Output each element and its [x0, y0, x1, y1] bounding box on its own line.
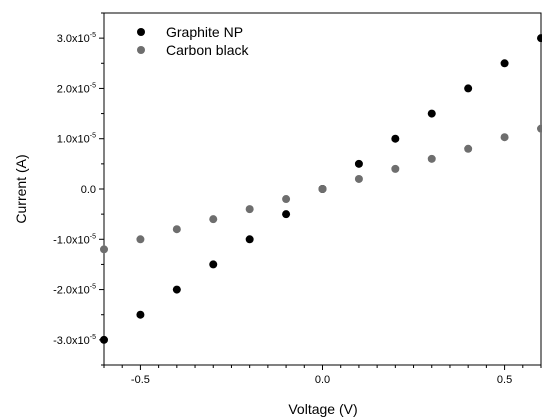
y-tick-label: 2.0x10-5 [57, 82, 96, 95]
data-point-carbon-black [354, 174, 363, 183]
y-tick-label: -3.0x10-5 [53, 334, 96, 347]
x-tick-label: 0.0 [315, 374, 330, 386]
y-tick-label: 3.0x10-5 [57, 32, 96, 45]
data-point-carbon-black [500, 133, 509, 142]
data-point-graphite-np [354, 159, 363, 168]
data-point-graphite-np [136, 310, 145, 319]
data-point-graphite-np [209, 260, 218, 269]
data-point-graphite-np [245, 235, 254, 244]
data-point-carbon-black [245, 205, 254, 214]
data-point-carbon-black [318, 185, 327, 193]
y-tick-label: 0.0 [81, 184, 96, 196]
data-point-carbon-black [282, 195, 291, 204]
legend: Graphite NP Carbon black [137, 24, 249, 58]
data-point-carbon-black [172, 225, 181, 234]
legend-marker [137, 28, 145, 36]
y-axis-title: Current (A) [13, 154, 29, 223]
data-point-carbon-black [391, 164, 400, 173]
x-tick-label: -0.5 [131, 374, 150, 386]
y-tick-label: 1.0x10-5 [57, 133, 96, 146]
y-tick-label: -2.0x10-5 [53, 284, 96, 297]
data-point-carbon-black [100, 245, 108, 254]
data-point-graphite-np [537, 34, 542, 43]
data-point-graphite-np [172, 285, 181, 294]
data-point-graphite-np [100, 335, 108, 344]
legend-marker [137, 46, 145, 54]
x-axis-ticks: -0.5 0.0 0.5 [103, 365, 542, 386]
data-point-carbon-black [136, 235, 145, 244]
data-points [100, 34, 542, 344]
data-point-graphite-np [500, 59, 509, 68]
data-point-graphite-np [282, 210, 291, 219]
y-tick-label: -1.0x10-5 [53, 233, 96, 246]
data-point-graphite-np [427, 109, 436, 118]
x-axis-title: Voltage (V) [288, 401, 357, 417]
y-axis-ticks: 3.0x10-5 2.0x10-5 1.0x10-5 0.0 -1.0x10-5 -2.0… [53, 12, 104, 366]
data-point-graphite-np [464, 84, 473, 93]
data-point-graphite-np [391, 134, 400, 143]
data-point-carbon-black [209, 215, 218, 224]
data-point-carbon-black [537, 124, 542, 133]
data-point-carbon-black [427, 154, 436, 163]
x-tick-label: 0.5 [497, 374, 512, 386]
data-point-carbon-black [464, 144, 473, 153]
legend-label: Carbon black [166, 42, 249, 58]
legend-label: Graphite NP [166, 24, 243, 40]
